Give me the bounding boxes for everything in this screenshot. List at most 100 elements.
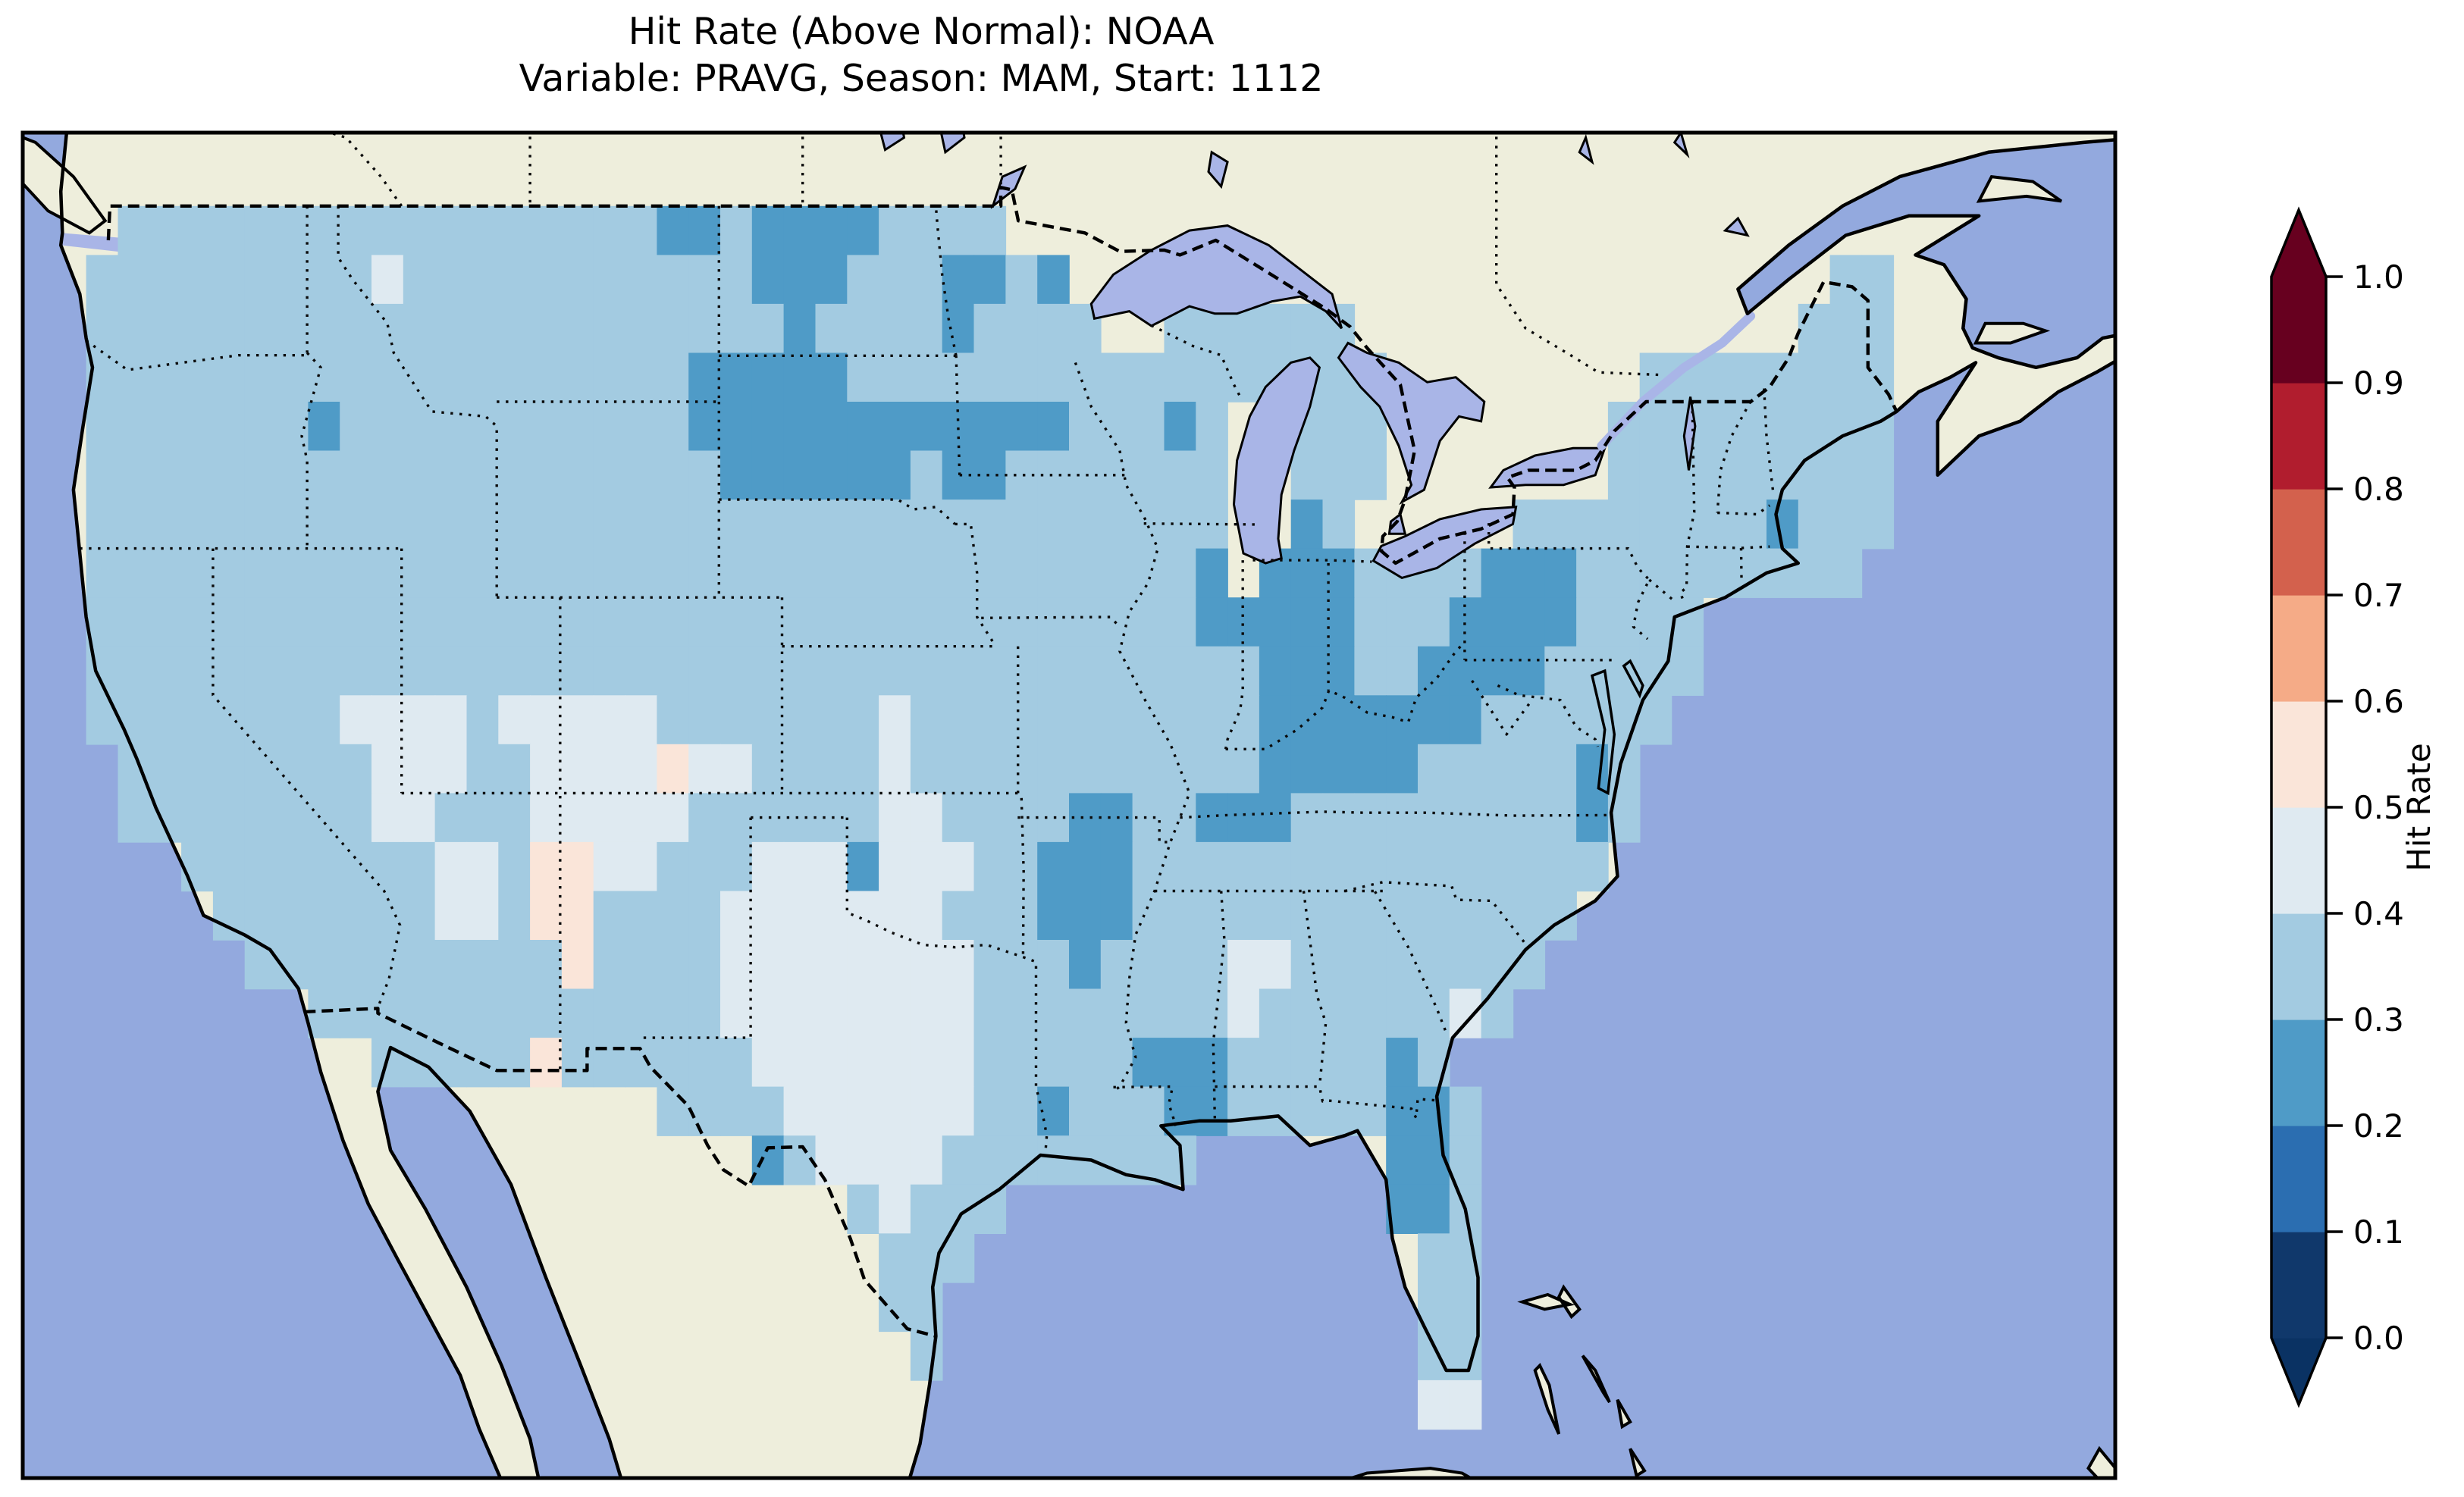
- grid-cell: [910, 891, 943, 941]
- grid-cell: [815, 205, 848, 256]
- grid-cell: [212, 303, 246, 354]
- grid-cell: [466, 548, 500, 598]
- grid-cell: [434, 988, 468, 1038]
- grid-cell: [466, 891, 500, 941]
- grid-cell: [942, 402, 975, 452]
- grid-cell: [1005, 548, 1038, 598]
- grid-cell: [1259, 646, 1292, 696]
- grid-cell: [847, 744, 879, 794]
- grid-cell: [625, 205, 658, 256]
- grid-cell: [1354, 597, 1387, 647]
- grid-cell: [1418, 940, 1450, 990]
- grid-cell: [783, 841, 817, 892]
- grid-cell: [434, 450, 468, 500]
- grid-cell: [530, 841, 563, 892]
- grid-cell: [181, 646, 214, 696]
- grid-cell: [308, 597, 340, 647]
- grid-cell: [942, 1233, 975, 1283]
- grid-cell: [625, 548, 658, 598]
- island-landmass: [1979, 177, 2061, 202]
- grid-cell: [847, 255, 879, 305]
- grid-cell: [1576, 500, 1609, 550]
- grid-cell: [815, 1038, 848, 1088]
- grid-cell: [434, 695, 468, 745]
- grid-cell: [1639, 695, 1672, 745]
- grid-cell: [371, 450, 404, 500]
- grid-cell: [1069, 597, 1102, 647]
- grid-cell: [1418, 1233, 1450, 1283]
- grid-cell: [657, 891, 689, 941]
- grid-cell: [879, 255, 911, 305]
- grid-cell: [1100, 352, 1133, 402]
- grid-cell: [371, 548, 404, 598]
- grid-cell: [498, 793, 531, 843]
- grid-cell: [1322, 500, 1356, 550]
- grid-cell: [1735, 402, 1767, 452]
- chart-title: Hit Rate (Above Normal): NOAA: [629, 10, 1215, 53]
- grid-cell: [720, 988, 753, 1038]
- grid-cell: [815, 548, 848, 598]
- grid-cell: [149, 450, 182, 500]
- grid-cell: [973, 1135, 1007, 1185]
- grid-cell: [561, 450, 594, 500]
- grid-cell: [910, 1184, 943, 1234]
- grid-cell: [1322, 841, 1356, 892]
- grid-cell: [244, 205, 277, 256]
- grid-cell: [910, 1086, 943, 1136]
- grid-cell: [815, 402, 848, 452]
- grid-cell: [657, 303, 689, 354]
- grid-cell: [1513, 793, 1546, 843]
- grid-cell: [657, 255, 689, 305]
- grid-cell: [434, 744, 468, 794]
- grid-cell: [1798, 303, 1831, 354]
- grid-cell: [1196, 793, 1228, 843]
- lake: [939, 133, 966, 155]
- state-border: [1180, 810, 1612, 819]
- grid-cell: [751, 450, 785, 500]
- state-border: [212, 548, 402, 1004]
- grid-cell: [1132, 793, 1165, 843]
- grid-cell: [118, 695, 151, 745]
- grid-cell: [625, 646, 658, 696]
- grid-cell: [244, 793, 277, 843]
- grid-cell: [118, 646, 151, 696]
- grid-cell: [308, 548, 340, 598]
- grid-cell: [340, 891, 372, 941]
- grid-cell: [879, 940, 911, 990]
- grid-cell: [244, 352, 277, 402]
- grid-cell: [1703, 548, 1735, 598]
- grid-cell: [815, 744, 848, 794]
- grid-cell: [1449, 744, 1482, 794]
- grid-cell: [1639, 500, 1672, 550]
- grid-cell: [403, 303, 436, 354]
- grid-cell: [688, 255, 721, 305]
- grid-cell: [1322, 988, 1356, 1038]
- grid-cell: [1639, 450, 1672, 500]
- grid-cell: [783, 352, 817, 402]
- grid-cell: [498, 597, 531, 647]
- grid-cell: [1449, 940, 1482, 990]
- colorbar-axis-label: Hit Rate: [2400, 743, 2437, 871]
- grid-cell: [1037, 1038, 1070, 1088]
- grid-cell: [244, 940, 277, 990]
- island-coastline: [1556, 1284, 1582, 1320]
- grid-cell: [1259, 1086, 1292, 1136]
- colorbar-segment: [2271, 701, 2326, 808]
- state-border: [1679, 401, 1696, 600]
- grid-cell: [1290, 940, 1324, 990]
- grid-cell: [244, 450, 277, 500]
- colorbar-tick-label: 0.6: [2353, 683, 2404, 720]
- grid-cell: [371, 597, 404, 647]
- grid-cell: [340, 940, 372, 990]
- grid-cell: [1132, 646, 1165, 696]
- grid-cell: [783, 744, 817, 794]
- colorbar: 1.0 0.9 0.8 0.7 0.6 0.5 0.4 0.3 0.2 0.1 0.0 Hit Rat…: [2270, 206, 2437, 1408]
- grid-cell: [1290, 841, 1324, 892]
- grid-cell: [276, 205, 309, 256]
- grid-cell: [308, 891, 340, 941]
- grid-cell: [308, 988, 340, 1038]
- grid-cell: [625, 841, 658, 892]
- grid-cell: [434, 646, 468, 696]
- grid-cell: [1069, 841, 1102, 892]
- grid-cell: [1164, 695, 1197, 745]
